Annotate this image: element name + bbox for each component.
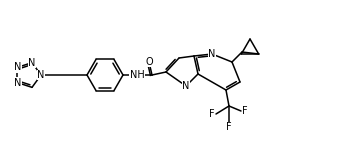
Text: F: F xyxy=(226,122,232,132)
Text: NH: NH xyxy=(129,70,144,80)
Text: F: F xyxy=(209,109,215,119)
Text: N: N xyxy=(37,70,45,80)
Text: F: F xyxy=(242,106,248,116)
Text: N: N xyxy=(28,58,36,68)
Text: N: N xyxy=(14,78,21,88)
Text: N: N xyxy=(182,81,190,91)
Text: O: O xyxy=(145,57,153,67)
Text: N: N xyxy=(208,49,216,59)
Text: N: N xyxy=(14,62,21,72)
